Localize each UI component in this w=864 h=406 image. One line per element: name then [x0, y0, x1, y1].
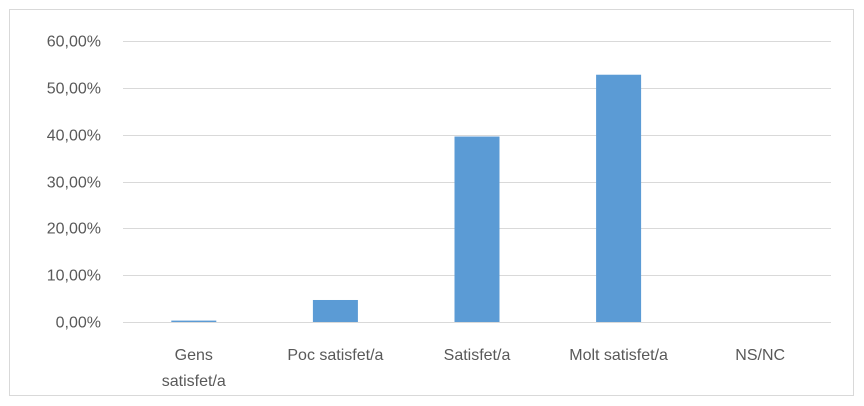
y-tick-label: 50,00%: [47, 81, 101, 98]
x-category-label: Satisfet/a: [444, 347, 511, 364]
bar: [596, 74, 642, 322]
y-tick-label: 0,00%: [56, 315, 101, 332]
x-category-label: Molt satisfet/a: [569, 347, 668, 364]
y-tick-label: 10,00%: [47, 268, 101, 285]
y-tick-label: 40,00%: [47, 128, 101, 145]
y-axis-tick-labels: 0,00% 10,00% 20,00% 30,00% 40,00% 50,00% 60,00…: [47, 34, 101, 332]
bar: [171, 320, 217, 322]
chart-area: [9, 9, 854, 396]
x-category-label: Poc satisfet/a: [287, 347, 383, 364]
x-category-label: NS/NC: [735, 347, 785, 364]
y-tick-label: 20,00%: [47, 221, 101, 238]
gridlines: [123, 41, 831, 323]
bar: [454, 136, 500, 322]
y-tick-label: 30,00%: [47, 175, 101, 192]
y-tick-label: 60,00%: [47, 34, 101, 51]
bars: [171, 74, 642, 322]
bar: [312, 299, 358, 322]
x-axis-category-labels: Gens satisfet/a Poc satisfet/a Satisfet/a Mo…: [162, 347, 785, 390]
x-category-label: Gens satisfet/a: [162, 347, 226, 390]
